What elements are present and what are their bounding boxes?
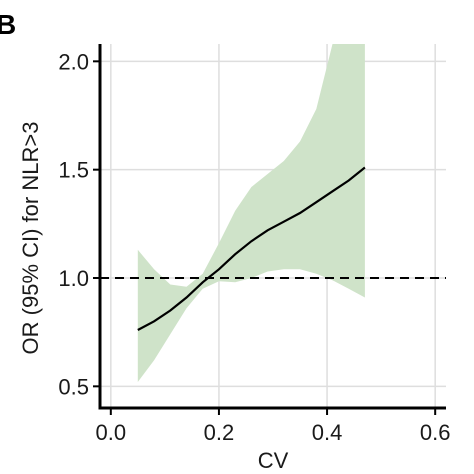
series-line [137,166,366,331]
axes [98,44,446,410]
x-tick-label-1: 0.2 [204,420,235,445]
y-tick-label-0: 0.5 [58,374,89,399]
x-tick-label-2: 0.4 [312,420,343,445]
series-line-layer [137,166,366,331]
y-tick-label-3: 2.0 [58,49,89,74]
y-axis-title: OR (95% CI) for NLR>3 [18,122,43,355]
confidence-band-layer [137,44,365,382]
y-axis-ticks: 0.5 1.0 1.5 2.0 [58,49,100,399]
confidence-band [137,44,365,382]
x-tick-label-3: 0.6 [420,420,451,445]
x-axis-ticks: 0.0 0.2 0.4 0.6 [96,408,451,445]
panel-label: B [0,9,16,40]
x-axis-title: CV [258,448,289,473]
x-tick-label-0: 0.0 [96,420,127,445]
y-tick-label-2: 1.5 [58,158,89,183]
y-tick-label-1: 1.0 [58,266,89,291]
